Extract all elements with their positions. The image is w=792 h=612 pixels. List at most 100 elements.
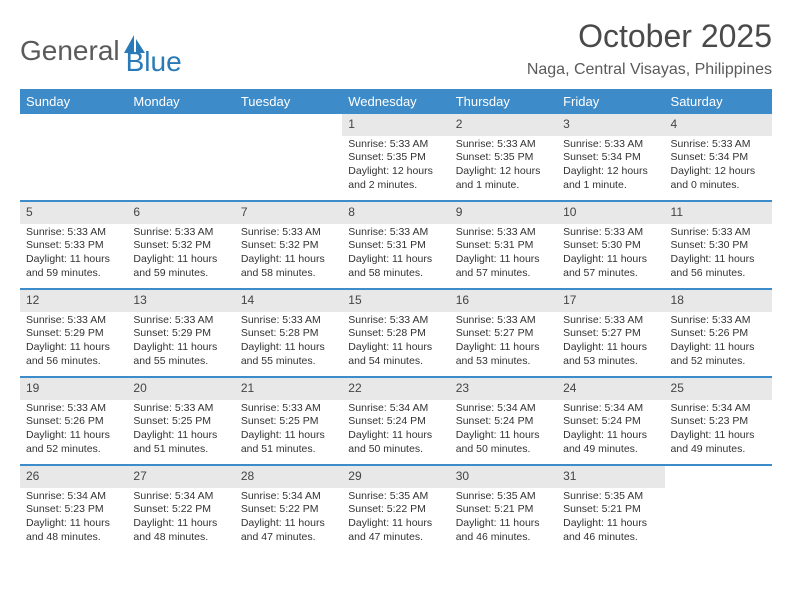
day-header-cell: Monday	[127, 89, 234, 114]
sunset-line: Sunset: 5:27 PM	[563, 327, 658, 341]
day-body: Sunrise: 5:33 AMSunset: 5:34 PMDaylight:…	[557, 136, 664, 197]
daylight-line: Daylight: 11 hours and 55 minutes.	[241, 341, 336, 368]
title-block: October 2025 Naga, Central Visayas, Phil…	[527, 18, 772, 79]
daylight-line: Daylight: 11 hours and 56 minutes.	[26, 341, 121, 368]
sunrise-line: Sunrise: 5:34 AM	[241, 490, 336, 504]
day-cell: 3Sunrise: 5:33 AMSunset: 5:34 PMDaylight…	[557, 114, 664, 200]
sunrise-line: Sunrise: 5:34 AM	[671, 402, 766, 416]
day-number: 7	[235, 202, 342, 224]
sunrise-line: Sunrise: 5:33 AM	[26, 402, 121, 416]
day-cell: 4Sunrise: 5:33 AMSunset: 5:34 PMDaylight…	[665, 114, 772, 200]
day-body: Sunrise: 5:33 AMSunset: 5:35 PMDaylight:…	[450, 136, 557, 197]
sunrise-line: Sunrise: 5:33 AM	[241, 402, 336, 416]
sunset-line: Sunset: 5:33 PM	[26, 239, 121, 253]
location: Naga, Central Visayas, Philippines	[527, 61, 772, 79]
sunrise-line: Sunrise: 5:33 AM	[133, 226, 228, 240]
daylight-line: Daylight: 11 hours and 56 minutes.	[671, 253, 766, 280]
sunset-line: Sunset: 5:35 PM	[348, 151, 443, 165]
day-body: Sunrise: 5:34 AMSunset: 5:24 PMDaylight:…	[450, 400, 557, 461]
day-number: 12	[20, 290, 127, 312]
sunrise-line: Sunrise: 5:33 AM	[456, 314, 551, 328]
daylight-line: Daylight: 11 hours and 57 minutes.	[563, 253, 658, 280]
day-header-cell: Thursday	[450, 89, 557, 114]
sunrise-line: Sunrise: 5:35 AM	[348, 490, 443, 504]
daylight-line: Daylight: 11 hours and 55 minutes.	[133, 341, 228, 368]
sunrise-line: Sunrise: 5:34 AM	[133, 490, 228, 504]
day-cell: 6Sunrise: 5:33 AMSunset: 5:32 PMDaylight…	[127, 202, 234, 288]
month-title: October 2025	[527, 18, 772, 55]
day-body: Sunrise: 5:33 AMSunset: 5:32 PMDaylight:…	[127, 224, 234, 285]
sunrise-line: Sunrise: 5:33 AM	[348, 138, 443, 152]
sunset-line: Sunset: 5:26 PM	[26, 415, 121, 429]
day-cell: 22Sunrise: 5:34 AMSunset: 5:24 PMDayligh…	[342, 378, 449, 464]
daylight-line: Daylight: 11 hours and 49 minutes.	[671, 429, 766, 456]
sunrise-line: Sunrise: 5:33 AM	[26, 314, 121, 328]
sunset-line: Sunset: 5:24 PM	[563, 415, 658, 429]
daylight-line: Daylight: 12 hours and 1 minute.	[563, 165, 658, 192]
sunrise-line: Sunrise: 5:33 AM	[26, 226, 121, 240]
sunrise-line: Sunrise: 5:33 AM	[241, 314, 336, 328]
day-number: 16	[450, 290, 557, 312]
day-number: 30	[450, 466, 557, 488]
day-body: Sunrise: 5:33 AMSunset: 5:34 PMDaylight:…	[665, 136, 772, 197]
day-body: Sunrise: 5:34 AMSunset: 5:23 PMDaylight:…	[665, 400, 772, 461]
sunrise-line: Sunrise: 5:35 AM	[563, 490, 658, 504]
day-cell: 19 Sunrise: 5:33 AMSunset: 5:26 PMDayligh…	[20, 378, 127, 464]
day-number: 19	[20, 378, 127, 400]
daylight-line: Daylight: 11 hours and 52 minutes.	[671, 341, 766, 368]
daylight-line: Daylight: 11 hours and 48 minutes.	[26, 517, 121, 544]
day-number: 24	[557, 378, 664, 400]
daylight-line: Daylight: 11 hours and 52 minutes.	[26, 429, 121, 456]
daylight-line: Daylight: 11 hours and 47 minutes.	[348, 517, 443, 544]
sunrise-line: Sunrise: 5:33 AM	[671, 226, 766, 240]
daylight-line: Daylight: 11 hours and 58 minutes.	[348, 253, 443, 280]
day-cell: 30Sunrise: 5:35 AMSunset: 5:21 PMDayligh…	[450, 466, 557, 552]
sunset-line: Sunset: 5:30 PM	[563, 239, 658, 253]
day-body: Sunrise: 5:33 AMSunset: 5:30 PMDaylight:…	[557, 224, 664, 285]
day-body: Sunrise: 5:33 AMSunset: 5:28 PMDaylight:…	[235, 312, 342, 373]
day-number: 9	[450, 202, 557, 224]
day-cell: 23Sunrise: 5:34 AMSunset: 5:24 PMDayligh…	[450, 378, 557, 464]
sunrise-line: Sunrise: 5:33 AM	[671, 314, 766, 328]
day-number: 22	[342, 378, 449, 400]
day-number: 23	[450, 378, 557, 400]
day-number: 13	[127, 290, 234, 312]
day-cell	[127, 114, 234, 200]
daylight-line: Daylight: 11 hours and 46 minutes.	[563, 517, 658, 544]
sunset-line: Sunset: 5:31 PM	[456, 239, 551, 253]
sunset-line: Sunset: 5:25 PM	[241, 415, 336, 429]
day-cell: 17Sunrise: 5:33 AMSunset: 5:27 PMDayligh…	[557, 290, 664, 376]
sunset-line: Sunset: 5:22 PM	[133, 503, 228, 517]
day-cell	[235, 114, 342, 200]
day-body: Sunrise: 5:34 AMSunset: 5:22 PMDaylight:…	[127, 488, 234, 549]
day-body: Sunrise: 5:33 AMSunset: 5:28 PMDaylight:…	[342, 312, 449, 373]
day-body: Sunrise: 5:34 AMSunset: 5:22 PMDaylight:…	[235, 488, 342, 549]
day-cell: 25Sunrise: 5:34 AMSunset: 5:23 PMDayligh…	[665, 378, 772, 464]
day-body: Sunrise: 5:35 AMSunset: 5:21 PMDaylight:…	[450, 488, 557, 549]
daylight-line: Daylight: 11 hours and 59 minutes.	[26, 253, 121, 280]
day-body: Sunrise: 5:34 AMSunset: 5:24 PMDaylight:…	[557, 400, 664, 461]
sunrise-line: Sunrise: 5:33 AM	[348, 226, 443, 240]
header: General Blue October 2025 Naga, Central …	[20, 18, 772, 79]
sunset-line: Sunset: 5:35 PM	[456, 151, 551, 165]
sunset-line: Sunset: 5:29 PM	[133, 327, 228, 341]
week-row: 1Sunrise: 5:33 AMSunset: 5:35 PMDaylight…	[20, 114, 772, 200]
day-header-cell: Friday	[557, 89, 664, 114]
day-cell	[20, 114, 127, 200]
sunset-line: Sunset: 5:22 PM	[348, 503, 443, 517]
sunset-line: Sunset: 5:24 PM	[456, 415, 551, 429]
day-body: Sunrise: 5:33 AMSunset: 5:26 PMDaylight:…	[665, 312, 772, 373]
day-number: 29	[342, 466, 449, 488]
sunrise-line: Sunrise: 5:34 AM	[456, 402, 551, 416]
daylight-line: Daylight: 11 hours and 46 minutes.	[456, 517, 551, 544]
sunset-line: Sunset: 5:26 PM	[671, 327, 766, 341]
sunset-line: Sunset: 5:21 PM	[563, 503, 658, 517]
logo-text-general: General	[20, 37, 120, 65]
day-number: 17	[557, 290, 664, 312]
sunrise-line: Sunrise: 5:33 AM	[241, 226, 336, 240]
daylight-line: Daylight: 11 hours and 54 minutes.	[348, 341, 443, 368]
day-cell: 18Sunrise: 5:33 AMSunset: 5:26 PMDayligh…	[665, 290, 772, 376]
daylight-line: Daylight: 11 hours and 53 minutes.	[563, 341, 658, 368]
sunrise-line: Sunrise: 5:33 AM	[348, 314, 443, 328]
sunset-line: Sunset: 5:22 PM	[241, 503, 336, 517]
